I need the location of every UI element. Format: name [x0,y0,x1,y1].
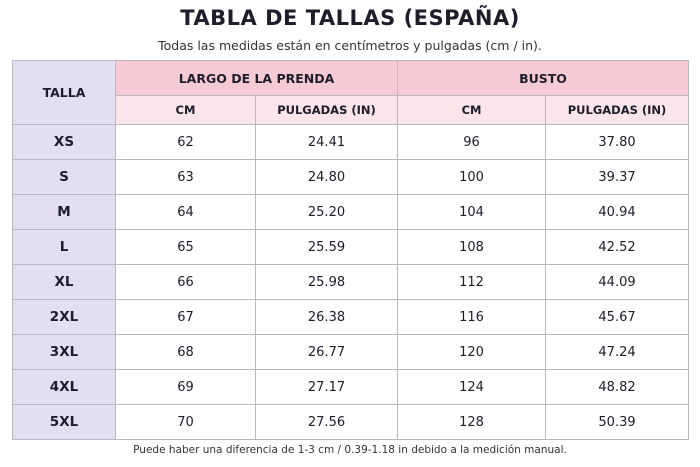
size-header: TALLA [12,60,116,125]
value-cell: 68 [115,334,256,370]
value-cell: 47.24 [545,334,690,370]
size-cell: L [12,229,116,265]
group-header: BUSTO [397,60,690,96]
table-row: L 65 25.59 108 42.52 [12,229,690,265]
value-cell: 96 [397,124,547,160]
value-cell: 27.56 [254,404,399,440]
size-cell: 3XL [12,334,116,370]
title: TABLA DE TALLAS (ESPAÑA) [180,6,520,30]
value-cell: 70 [115,404,256,440]
value-cell: 63 [115,159,256,195]
value-cell: 42.52 [545,229,690,265]
value-cell: 24.41 [254,124,399,160]
value-cell: 39.37 [545,159,690,195]
value-cell: 104 [397,194,547,230]
table-row: XL 66 25.98 112 44.09 [12,264,690,300]
table-row: M 64 25.20 104 40.94 [12,194,690,230]
value-cell: 50.39 [545,404,690,440]
value-cell: 116 [397,299,547,335]
value-cell: 44.09 [545,264,690,300]
size-cell: XS [12,124,116,160]
value-cell: 64 [115,194,256,230]
value-cell: 66 [115,264,256,300]
value-cell: 124 [397,369,547,405]
value-cell: 128 [397,404,547,440]
table-row: XS 62 24.41 96 37.80 [12,124,690,160]
footer-note: Puede haber una diferencia de 1-3 cm / 0… [133,444,567,456]
size-cell: 5XL [12,404,116,440]
size-cell: 2XL [12,299,116,335]
sub-header: PULGADAS (IN) [545,95,690,125]
value-cell: 27.17 [254,369,399,405]
size-cell: XL [12,264,116,300]
value-cell: 40.94 [545,194,690,230]
size-cell: M [12,194,116,230]
group-header: LARGO DE LA PRENDA [114,60,399,96]
value-cell: 45.67 [545,299,690,335]
value-cell: 25.59 [254,229,399,265]
value-cell: 65 [115,229,256,265]
sub-header: CM [397,95,547,125]
value-cell: 120 [397,334,547,370]
subtitle: Todas las medidas están en centímetros y… [158,38,542,53]
value-cell: 108 [397,229,547,265]
value-cell: 69 [115,369,256,405]
value-cell: 62 [115,124,256,160]
value-cell: 26.77 [254,334,399,370]
value-cell: 37.80 [545,124,690,160]
value-cell: 25.20 [254,194,399,230]
value-cell: 26.38 [254,299,399,335]
sub-header: CM [115,95,256,125]
table-row: 3XL 68 26.77 120 47.24 [12,334,690,370]
sub-header: PULGADAS (IN) [254,95,399,125]
value-cell: 48.82 [545,369,690,405]
table-row: 5XL 70 27.56 128 50.39 [12,404,690,440]
value-cell: 25.98 [254,264,399,300]
table-row: S 63 24.80 100 39.37 [12,159,690,195]
value-cell: 24.80 [254,159,399,195]
value-cell: 100 [397,159,547,195]
size-cell: S [12,159,116,195]
value-cell: 112 [397,264,547,300]
size-table: TALLA LARGO DE LA PRENDA BUSTO CM PULGADA… [12,60,690,440]
size-cell: 4XL [12,369,116,405]
table-row: 2XL 67 26.38 116 45.67 [12,299,690,335]
value-cell: 67 [115,299,256,335]
table-row: 4XL 69 27.17 124 48.82 [12,369,690,405]
